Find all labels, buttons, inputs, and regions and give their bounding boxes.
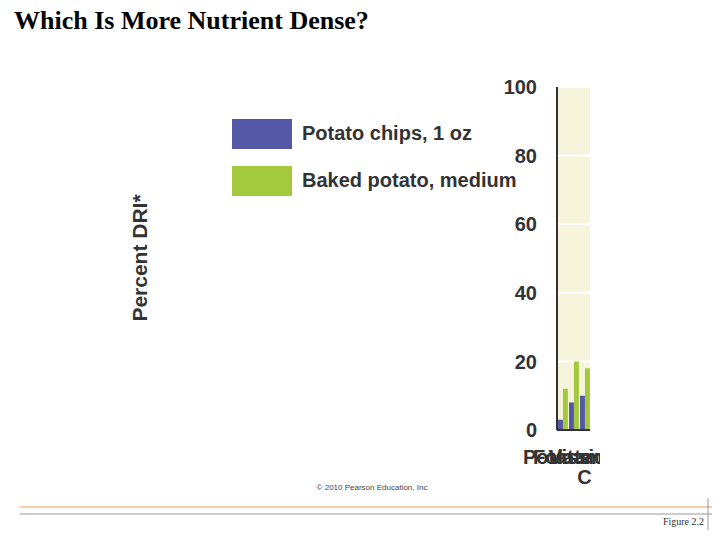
html-text:© 2010 Pearson Education, Inc: © 2010 Pearson Education, Inc <box>316 483 428 492</box>
svg-text:80: 80 <box>515 145 537 167</box>
html-text:Potato chips, 1 oz: Potato chips, 1 oz <box>302 122 472 144</box>
svg-text:100: 100 <box>504 76 537 98</box>
html-text:Which Is More Nutrient Dense?: Which Is More Nutrient Dense? <box>14 6 369 35</box>
svg-text:60: 60 <box>515 213 537 235</box>
svg-text:Potassium: Potassium <box>523 446 600 468</box>
html-text:Percent DRI*: Percent DRI* <box>128 194 151 322</box>
html-text:Baked potato, medium: Baked potato, medium <box>302 169 517 191</box>
svg-text:0: 0 <box>526 419 537 441</box>
html-text:Figure 2.2: Figure 2.2 <box>662 516 704 527</box>
svg-text:20: 20 <box>515 351 537 373</box>
svg-text:VitaminC: VitaminC <box>549 446 600 488</box>
svg-text:40: 40 <box>515 282 537 304</box>
